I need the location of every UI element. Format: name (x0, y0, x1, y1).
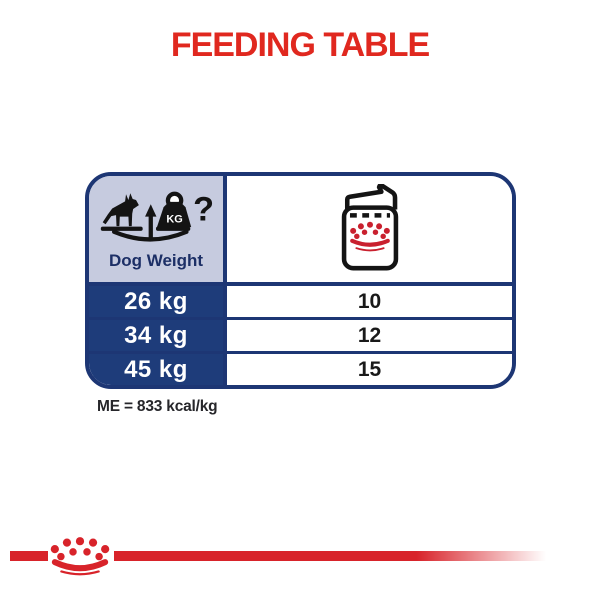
table-header-row: KG ? Dog Weight (89, 176, 512, 286)
table-row: 45 kg 15 (89, 351, 512, 385)
scale-platform-right (156, 226, 191, 231)
pouch-flap (344, 183, 397, 209)
pouch-body (341, 204, 398, 270)
weight-cell: 45 kg (124, 355, 188, 383)
red-bar-right (114, 551, 546, 561)
royal-canin-crown-logo (50, 537, 110, 576)
dog-on-scale-icon: KG ? (100, 190, 214, 242)
value-cell: 12 (357, 323, 382, 347)
table-row: 34 kg 12 (89, 317, 512, 351)
weight-cell: 34 kg (124, 321, 188, 349)
energy-footnote: ME = 833 kcal/kg (97, 398, 218, 415)
question-mark: ? (193, 190, 214, 228)
bottom-brand-band (0, 536, 600, 580)
dog-weight-label: Dog Weight (108, 251, 204, 270)
food-pouch-icon (341, 183, 398, 270)
kg-label: KG (166, 213, 182, 225)
kg-weight-icon (156, 201, 192, 228)
page-title: FEEDING TABLE (170, 26, 430, 64)
arrow-head (145, 204, 157, 217)
red-bar-left (10, 551, 48, 561)
table-row: 26 kg 10 (89, 286, 512, 317)
pouch-header-cell (227, 176, 512, 282)
dog-weight-header-cell: KG ? Dog Weight (89, 176, 227, 282)
feeding-table: KG ? Dog Weight (85, 172, 516, 389)
weight-cell: 26 kg (124, 287, 188, 315)
scale-platform-left (100, 226, 143, 231)
royal-canin-crown-icon (349, 221, 390, 251)
dog-silhouette-icon (102, 193, 139, 227)
value-cell: 10 (357, 289, 382, 313)
value-cell: 15 (357, 357, 382, 381)
